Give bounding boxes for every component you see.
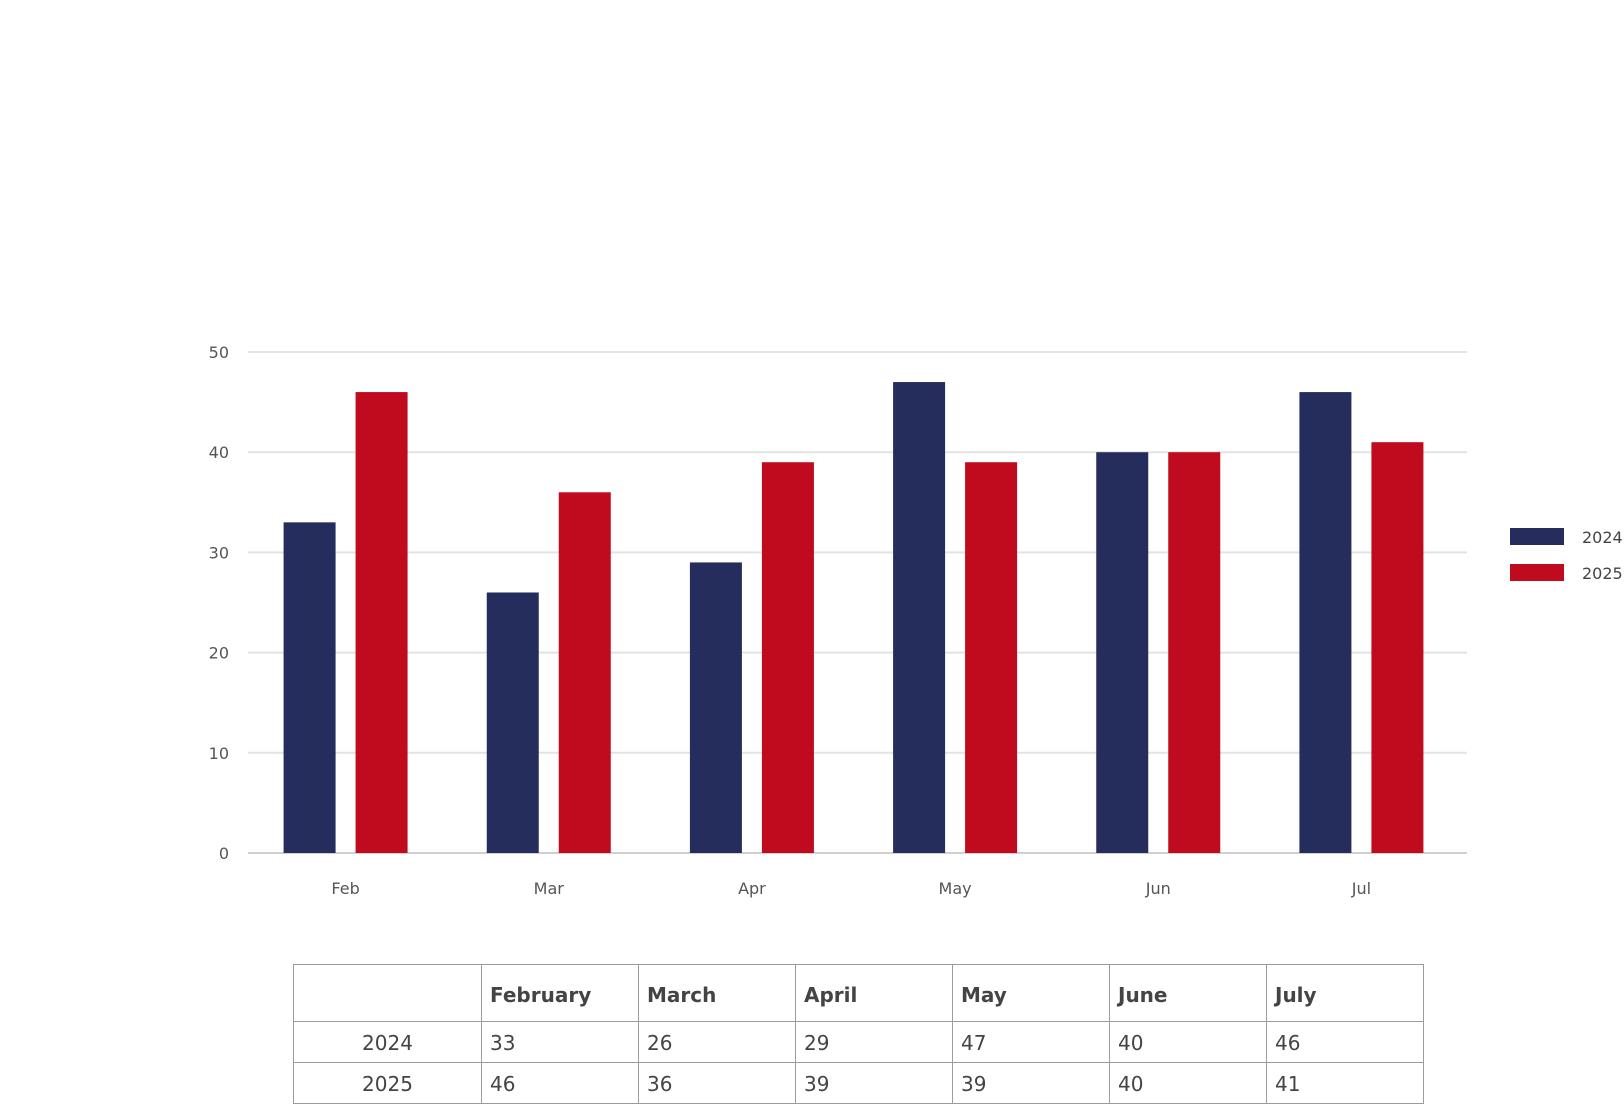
table-cell: 46: [481, 1062, 639, 1104]
table-cell: 39: [952, 1062, 1110, 1104]
y-tick-label: 20: [209, 644, 229, 663]
x-tick-label: Feb: [331, 879, 359, 898]
legend: 2024 2025: [1510, 528, 1623, 583]
x-tick-label: Jun: [1145, 879, 1171, 898]
bar-2024-jun: [1096, 452, 1149, 853]
table-header-cell: May: [952, 964, 1110, 1022]
y-tick-label: 30: [209, 543, 229, 562]
table-header-cell: February: [481, 964, 639, 1022]
x-tick-label: Jul: [1351, 879, 1371, 898]
bars: [283, 382, 1424, 853]
bar-2024-mar: [486, 592, 539, 853]
bar-2025-jul: [1371, 442, 1424, 853]
grid-lines: [248, 351, 1467, 854]
y-tick-label: 50: [209, 343, 229, 362]
table-header-row: February March April May June July: [293, 964, 1424, 1022]
legend-label: 2024: [1582, 528, 1623, 547]
table-cell: 40: [1109, 1021, 1267, 1063]
table-cell: 33: [481, 1021, 639, 1063]
table-cell: 36: [638, 1062, 796, 1104]
x-tick-label: May: [939, 879, 972, 898]
table-cell: 40: [1109, 1062, 1267, 1104]
bar-2024-may: [893, 382, 946, 853]
x-axis-ticks: Feb Mar Apr May Jun Jul: [331, 879, 1371, 898]
legend-swatch: [1510, 528, 1564, 545]
table-row-label: 2024: [293, 1021, 482, 1063]
bar-2025-mar: [558, 492, 611, 853]
table-row: 2024 33 26 29 47 40 46: [293, 1021, 1424, 1063]
table-header-cell: April: [795, 964, 953, 1022]
bar-2024-feb: [283, 522, 336, 853]
bar-2024-apr: [689, 562, 742, 853]
table-cell: 46: [1266, 1021, 1424, 1063]
table-header-cell: June: [1109, 964, 1267, 1022]
bar-2025-jun: [1168, 452, 1221, 853]
data-table: February March April May June July 2024 …: [293, 964, 1424, 1104]
x-tick-label: Apr: [738, 879, 766, 898]
table-cell: 41: [1266, 1062, 1424, 1104]
bar-chart: 0 10 20 30 40 50 Feb Mar Apr May Jun Jul 2024 2025: [209, 343, 1623, 898]
bar-2025-feb: [355, 392, 408, 853]
y-tick-label: 10: [209, 744, 229, 763]
table-cell: 47: [952, 1021, 1110, 1063]
legend-label: 2025: [1582, 564, 1623, 583]
table-cell: 29: [795, 1021, 953, 1063]
x-tick-label: Mar: [534, 879, 565, 898]
table-header-cell: July: [1266, 964, 1424, 1022]
y-axis-ticks: 0 10 20 30 40 50: [209, 343, 229, 863]
table-header-cell: [293, 964, 482, 1022]
table-row: 2025 46 36 39 39 40 41: [293, 1062, 1424, 1104]
bar-2025-may: [965, 462, 1018, 853]
table-cell: 39: [795, 1062, 953, 1104]
bar-2025-apr: [761, 462, 814, 853]
table-header-cell: March: [638, 964, 796, 1022]
table-row-label: 2025: [293, 1062, 482, 1104]
y-tick-label: 40: [209, 443, 229, 462]
legend-swatch: [1510, 564, 1564, 581]
y-tick-label: 0: [219, 844, 229, 863]
table-cell: 26: [638, 1021, 796, 1063]
bar-2024-jul: [1299, 392, 1352, 853]
